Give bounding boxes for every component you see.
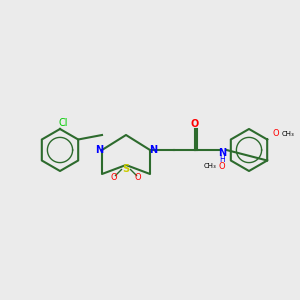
Text: N: N xyxy=(149,145,157,155)
Text: N: N xyxy=(95,145,103,155)
Text: N: N xyxy=(218,148,226,158)
Text: O: O xyxy=(273,129,280,138)
Text: Cl: Cl xyxy=(58,118,68,128)
Text: O: O xyxy=(218,162,225,171)
Text: H: H xyxy=(219,154,225,164)
Text: S: S xyxy=(122,164,130,175)
Text: CH₃: CH₃ xyxy=(282,130,295,136)
Text: O: O xyxy=(111,172,117,182)
Text: O: O xyxy=(135,172,141,182)
Text: CH₃: CH₃ xyxy=(203,164,216,169)
Text: O: O xyxy=(191,119,199,130)
